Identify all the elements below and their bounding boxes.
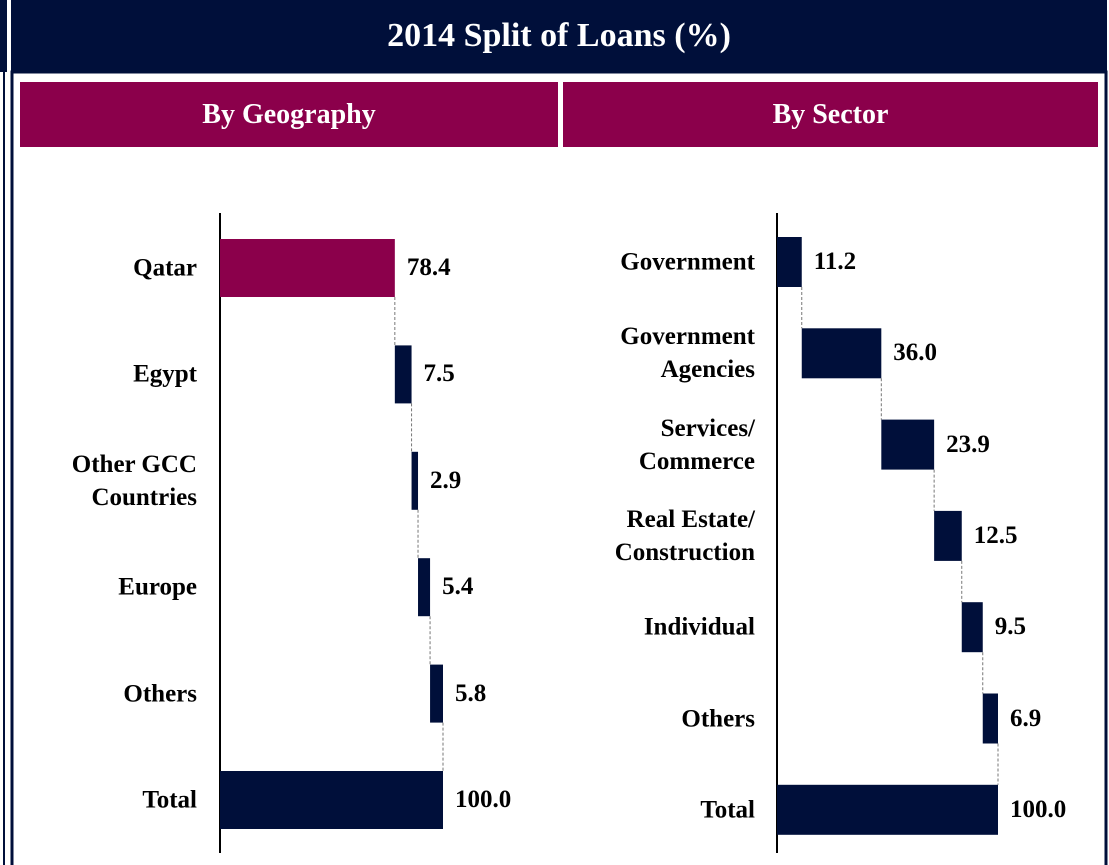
category-label: Qatar [133, 254, 197, 282]
category-label: Other GCC Countries [71, 450, 197, 511]
category-label: Services/ Commerce [638, 414, 755, 475]
category-label: Egypt [133, 360, 197, 388]
bar [777, 237, 802, 287]
value-label: 11.2 [813, 248, 857, 275]
value-label: 6.9 [1010, 704, 1042, 732]
category-label: Real Estate/ Construction [614, 505, 755, 566]
bar [430, 664, 443, 723]
subheader-bar [563, 82, 1098, 147]
bar [777, 784, 998, 835]
chart-title: By Geography [202, 98, 376, 130]
bar [801, 328, 882, 379]
bar [394, 345, 412, 404]
bar [220, 239, 395, 297]
category-label: Others [681, 705, 755, 732]
value-label: 12.5 [973, 521, 1018, 549]
value-label: 23.9 [946, 430, 990, 458]
value-label: 100.0 [1010, 795, 1067, 823]
value-label: 100.0 [455, 786, 512, 813]
value-label: 5.4 [442, 573, 474, 601]
bar [418, 558, 431, 617]
subheader-bar [20, 82, 558, 147]
value-label: 36.0 [893, 339, 938, 367]
value-label: 7.5 [423, 360, 455, 388]
category-label: Government Agencies [620, 323, 755, 384]
bar [411, 451, 419, 510]
bar [934, 510, 962, 561]
chart-title: By Sector [772, 98, 889, 130]
bar [982, 693, 998, 744]
value-label: 2.9 [430, 466, 462, 494]
category-label: Others [123, 680, 197, 708]
header-bar [11, 0, 1107, 72]
category-label: Total [700, 796, 755, 824]
category-label: Government [620, 248, 755, 276]
page-title: 2014 Split of Loans (%) [387, 17, 731, 54]
category-label: Individual [643, 613, 755, 641]
panel-border [10, 70, 1108, 865]
value-label: 5.8 [455, 679, 487, 707]
bar [961, 602, 983, 653]
category-label: Total [142, 786, 197, 814]
bar [881, 419, 935, 470]
bar [220, 771, 443, 829]
value-label: 78.4 [406, 254, 451, 281]
value-label: 9.5 [994, 613, 1026, 641]
category-label: Europe [118, 573, 197, 601]
left-stripe [0, 0, 7, 72]
